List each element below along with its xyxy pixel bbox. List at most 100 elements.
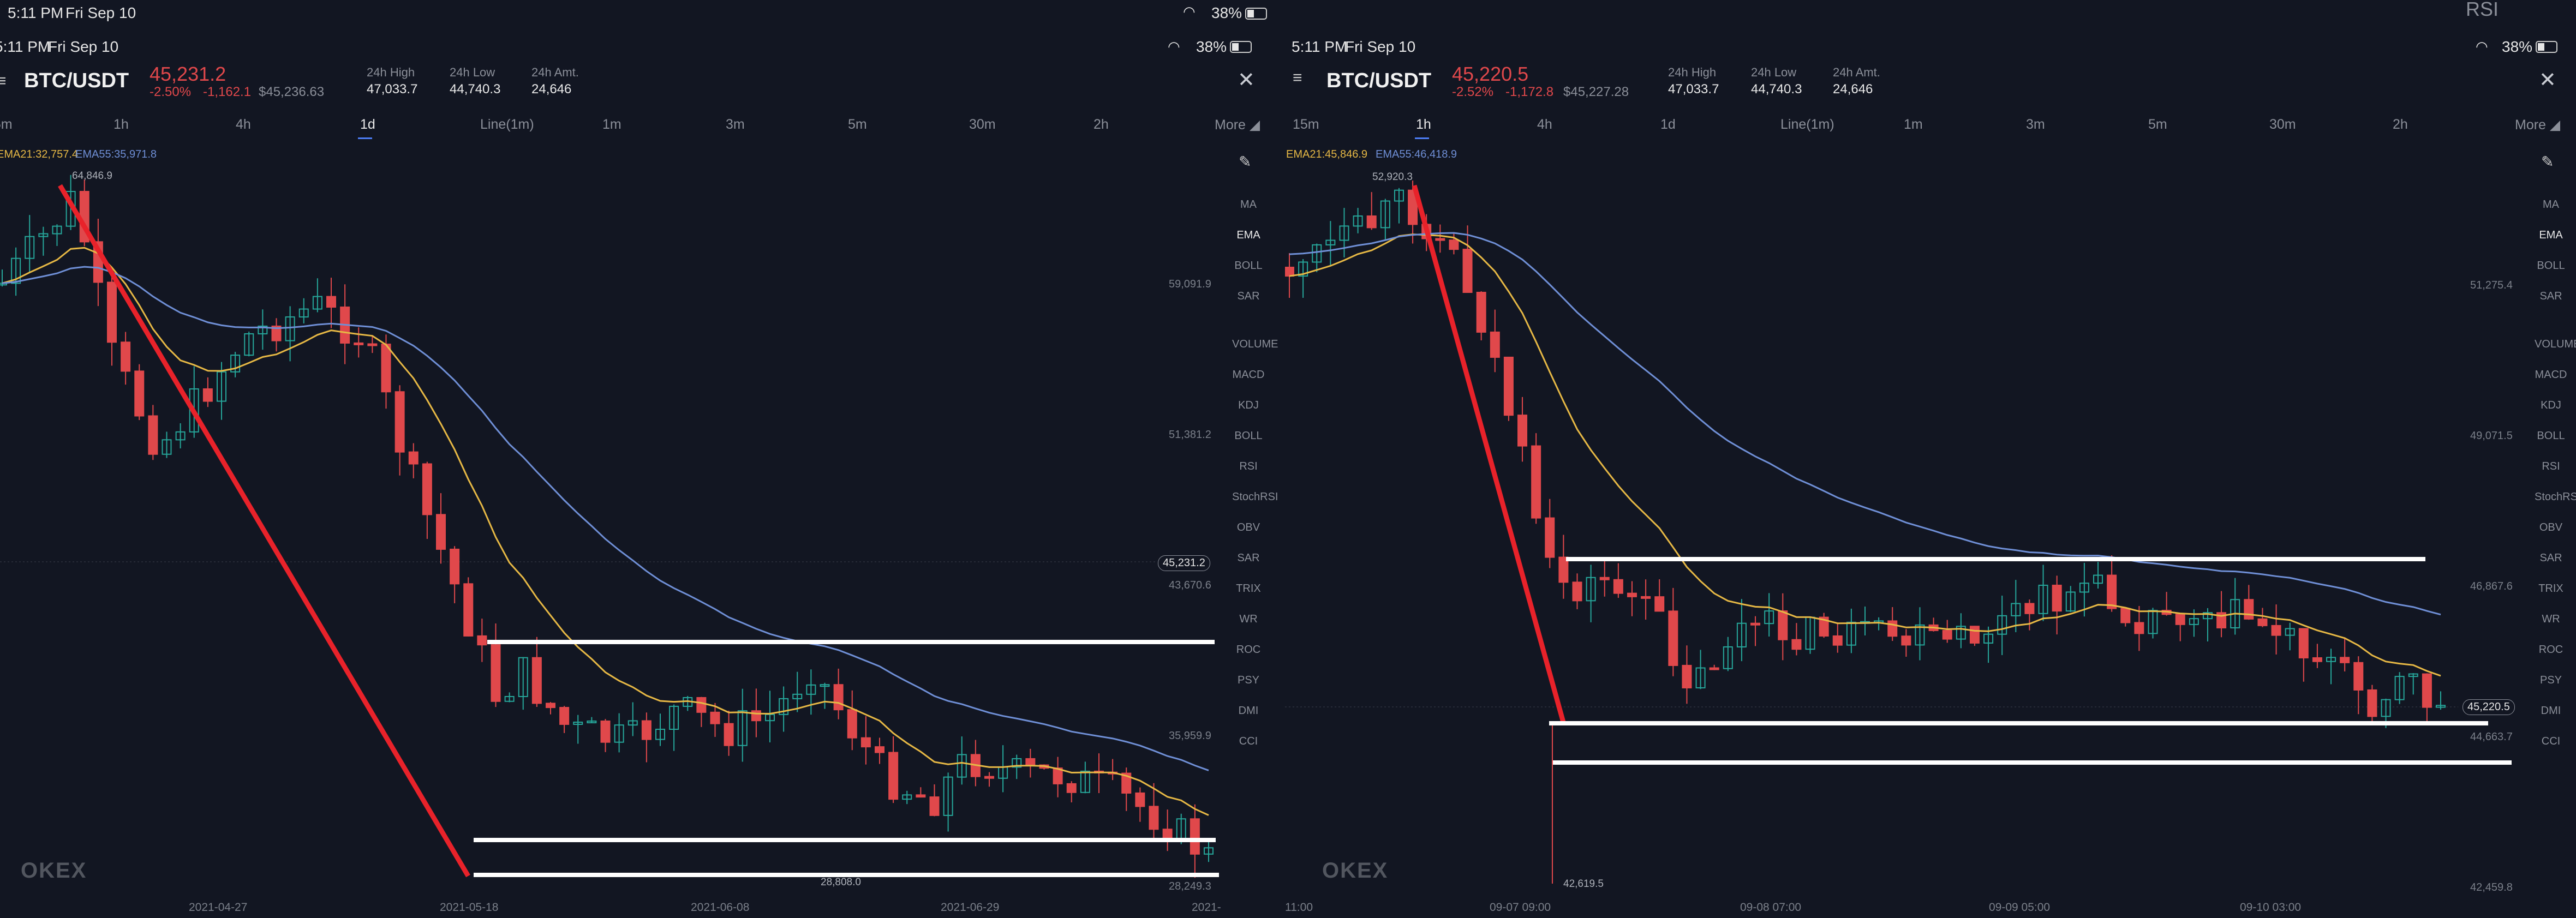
- indicator-rsi[interactable]: RSI: [2542, 460, 2560, 472]
- indicator-wr[interactable]: WR: [2542, 613, 2560, 625]
- indicator-boll-2[interactable]: BOLL: [2537, 430, 2565, 442]
- candle-body: [1449, 239, 1459, 250]
- candle-body: [696, 697, 707, 713]
- y-axis-label: 51,275.4: [2470, 279, 2513, 291]
- symbol-title[interactable]: BTC/USDT: [1326, 69, 1432, 92]
- tab-line-1m[interactable]: Line(1m): [480, 117, 534, 132]
- tab-2h[interactable]: 2h: [2393, 117, 2408, 132]
- candle-body: [2038, 584, 2048, 614]
- indicator-stochrsi[interactable]: StochRSI: [1232, 491, 1278, 503]
- status-date: Fri Sep 10: [65, 4, 136, 21]
- indicator-kdj[interactable]: KDJ: [1238, 399, 1259, 411]
- indicator-macd[interactable]: MACD: [1232, 369, 1265, 381]
- candle-body: [1517, 415, 1528, 447]
- x-axis-date: 09-10 03:00: [2240, 901, 2302, 914]
- indicator-psy[interactable]: PSY: [1237, 674, 1260, 686]
- candle-body: [1149, 806, 1159, 830]
- indicator-ma[interactable]: MA: [1240, 199, 1257, 211]
- current-price-tag: 45,231.2: [1158, 555, 1210, 571]
- indicator-ema[interactable]: EMA: [2539, 229, 2563, 241]
- candle-body: [1901, 635, 1911, 646]
- indicator-volume[interactable]: VOLUME: [1232, 338, 1278, 350]
- tab-2h[interactable]: 2h: [1093, 117, 1109, 132]
- tab-4h[interactable]: 4h: [236, 117, 251, 132]
- indicator-wr[interactable]: WR: [1239, 613, 1258, 625]
- tab-1h[interactable]: 1h: [113, 117, 129, 132]
- indicator-trix[interactable]: TRIX: [2538, 583, 2563, 595]
- x-axis-date: 09-08 07:00: [1740, 901, 1802, 914]
- indicator-macd[interactable]: MACD: [2535, 369, 2567, 381]
- indicator-sar-2[interactable]: SAR: [1237, 552, 1260, 564]
- symbol-title[interactable]: BTC/USDT: [24, 69, 129, 92]
- candle-body: [1298, 261, 1308, 277]
- candle-body: [1558, 556, 1569, 583]
- tab-3m[interactable]: 3m: [726, 117, 745, 132]
- indicator-roc[interactable]: ROC: [2538, 644, 2563, 656]
- indicator-sar-2[interactable]: SAR: [2539, 552, 2562, 564]
- indicator-cci[interactable]: CCI: [2541, 735, 2561, 747]
- candlestick-chart-1h[interactable]: [1285, 0, 2576, 918]
- close-icon[interactable]: ✕: [2539, 69, 2556, 92]
- candle-body: [52, 225, 62, 235]
- tab-15m[interactable]: 15m: [0, 117, 13, 132]
- stat-label: 24h Amt.: [531, 65, 579, 79]
- tab-30m[interactable]: 30m: [969, 117, 996, 132]
- tab-3m[interactable]: 3m: [2026, 117, 2045, 132]
- menu-icon[interactable]: ≡: [1293, 69, 1302, 87]
- candle-body: [230, 355, 241, 373]
- indicator-rsi[interactable]: RSI: [1239, 460, 1258, 472]
- stat-label: 24h High: [1668, 65, 1717, 79]
- candle-body: [2107, 574, 2117, 609]
- tab-1h[interactable]: 1h: [1416, 117, 1431, 132]
- indicator-psy[interactable]: PSY: [2539, 674, 2562, 686]
- indicator-trix[interactable]: TRIX: [1236, 583, 1261, 595]
- indicator-cci[interactable]: CCI: [1239, 735, 1258, 747]
- tab-1m[interactable]: 1m: [602, 117, 621, 132]
- tab-5m[interactable]: 5m: [2148, 117, 2167, 132]
- pencil-icon[interactable]: ✎: [1239, 153, 1252, 170]
- tab-5m[interactable]: 5m: [848, 117, 867, 132]
- tab-4h[interactable]: 4h: [1537, 117, 1552, 132]
- indicator-stochrsi[interactable]: StochRSI: [2535, 491, 2576, 503]
- tab-1d[interactable]: 1d: [1660, 117, 1676, 132]
- indicator-ma[interactable]: MA: [2543, 199, 2559, 211]
- tab-30m[interactable]: 30m: [2269, 117, 2296, 132]
- tab-1d[interactable]: 1d: [360, 117, 375, 132]
- menu-icon[interactable]: ≡: [0, 72, 7, 90]
- candle-body: [1819, 616, 1829, 637]
- indicator-obv[interactable]: OBV: [2539, 521, 2563, 533]
- close-icon[interactable]: ✕: [1238, 69, 1255, 92]
- candle-body: [929, 796, 940, 816]
- candle-body: [436, 514, 446, 550]
- candle-body: [875, 746, 884, 753]
- indicator-boll-2[interactable]: BOLL: [1234, 430, 1263, 442]
- tab-more[interactable]: More ◢: [2515, 117, 2561, 133]
- indicator-boll[interactable]: BOLL: [2537, 260, 2565, 272]
- tab-line-1m[interactable]: Line(1m): [1780, 117, 1834, 132]
- indicator-sar[interactable]: SAR: [2539, 290, 2562, 302]
- candle-body: [573, 722, 583, 725]
- candle-body: [1915, 624, 1925, 646]
- indicator-sar[interactable]: SAR: [1237, 290, 1260, 302]
- indicator-obv[interactable]: OBV: [1236, 521, 1260, 533]
- stat-label: 24h Amt.: [1833, 65, 1880, 79]
- candle-body: [751, 710, 761, 722]
- indicator-volume[interactable]: VOLUME: [2535, 338, 2576, 350]
- ema55-legend: EMA55:35,971.8: [75, 148, 157, 160]
- candlestick-chart-1d[interactable]: [0, 0, 1285, 918]
- indicator-boll[interactable]: BOLL: [1234, 260, 1263, 272]
- indicator-roc[interactable]: ROC: [1236, 644, 1261, 656]
- indicator-dmi[interactable]: DMI: [1238, 705, 1259, 717]
- candle-body: [1764, 610, 1774, 625]
- last-price: 45,220.5: [1452, 63, 1529, 85]
- tab-more[interactable]: More ◢: [1215, 117, 1260, 133]
- tab-15m[interactable]: 15m: [1293, 117, 1319, 132]
- tab-1m[interactable]: 1m: [1904, 117, 1923, 132]
- pencil-icon[interactable]: ✎: [2541, 153, 2554, 170]
- y-axis-label: 59,091.9: [1169, 278, 1211, 290]
- indicator-ema[interactable]: EMA: [1236, 229, 1260, 241]
- indicator-dmi[interactable]: DMI: [2541, 705, 2561, 717]
- ema55-line: [1289, 232, 2441, 616]
- indicator-kdj[interactable]: KDJ: [2541, 399, 2561, 411]
- candle-body: [381, 344, 391, 393]
